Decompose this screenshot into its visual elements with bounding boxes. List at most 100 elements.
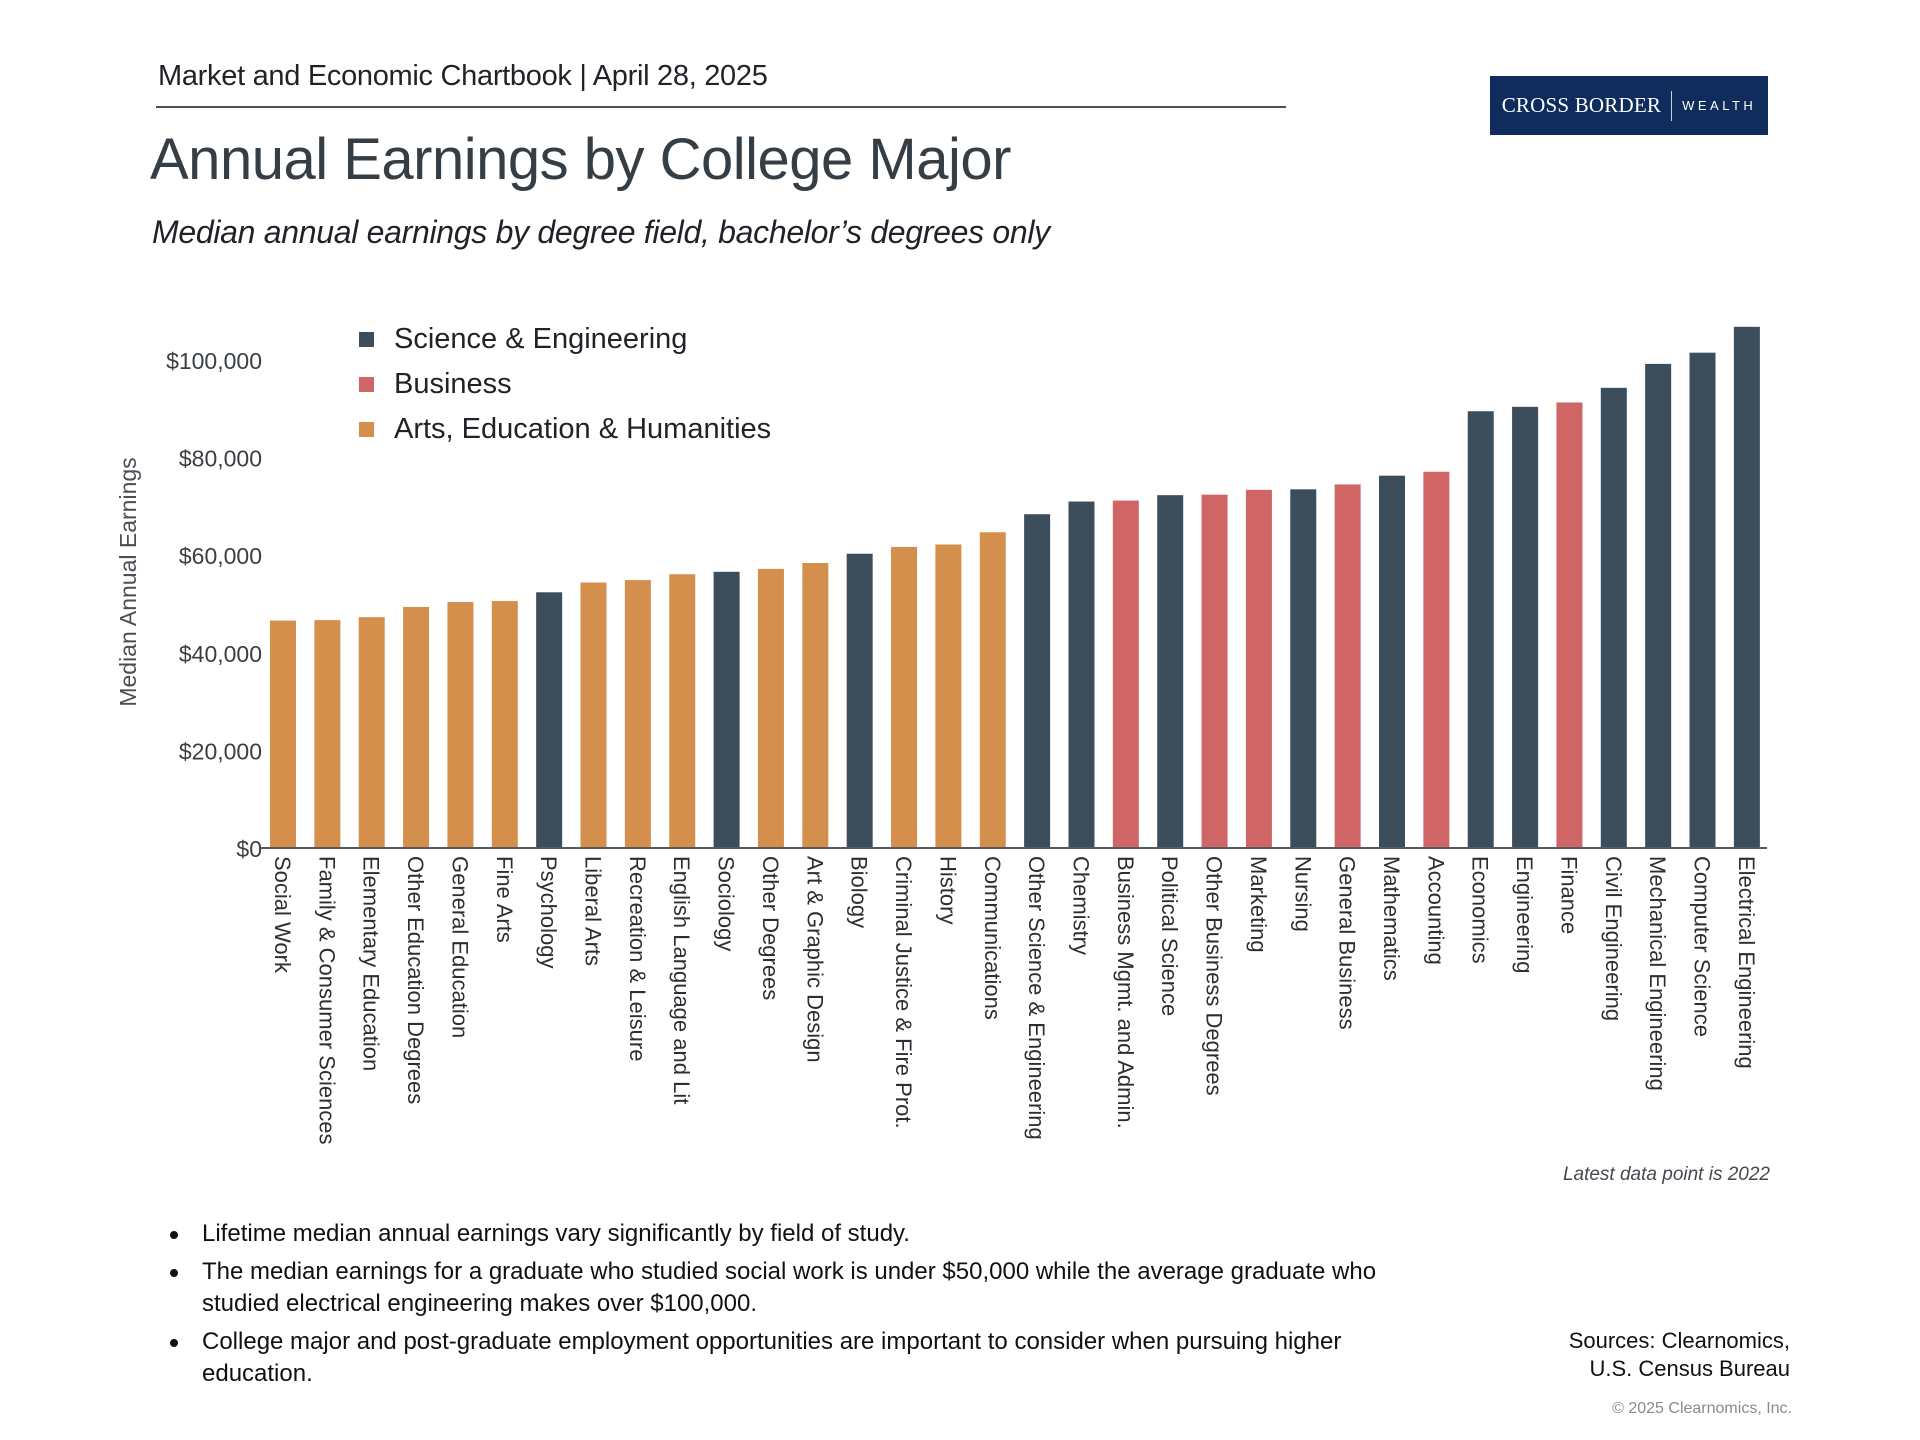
bullet-item: The median earnings for a graduate who s… xyxy=(170,1256,1400,1320)
y-tick-label: $20,000 xyxy=(179,738,262,764)
x-tick-label: Nursing xyxy=(1290,856,1315,932)
x-tick-label: Accounting xyxy=(1423,856,1448,965)
y-tick-label: $40,000 xyxy=(179,641,262,667)
bar-political-science xyxy=(1157,495,1184,847)
source-line: U.S. Census Bureau xyxy=(1589,1356,1790,1381)
data-note: Latest data point is 2022 xyxy=(1562,1164,1770,1185)
bar-family-consumer-sciences xyxy=(314,620,341,847)
x-tick-label: Psychology xyxy=(536,856,561,969)
bar-fine-arts xyxy=(491,601,518,847)
bar-psychology xyxy=(536,592,563,847)
key-points: Lifetime median annual earnings vary sig… xyxy=(170,1218,1400,1396)
x-tick-label: Business Mgmt. and Admin. xyxy=(1113,856,1138,1129)
bar-general-education xyxy=(447,602,474,847)
x-tick-label: Social Work xyxy=(270,856,295,974)
legend: Science & Engineering Business Arts, Educa… xyxy=(359,323,771,445)
x-tick-label: Art & Graphic Design xyxy=(802,856,827,1063)
chart-subtitle: Median annual earnings by degree field, … xyxy=(152,214,1050,250)
x-tick-label: Biology xyxy=(847,856,872,928)
y-tick-label: $100,000 xyxy=(166,348,262,374)
legend-label-arts: Arts, Education & Humanities xyxy=(394,413,771,445)
x-tick-label: Family & Consumer Sciences xyxy=(314,856,339,1145)
bar-electrical-engineering xyxy=(1733,326,1760,847)
bar-other-education-degrees xyxy=(403,606,430,847)
y-axis: $0 $20,000 $40,000 $60,000 $80,000 $100,000 Me… xyxy=(115,348,1767,862)
bar-social-work xyxy=(270,620,296,847)
x-tick-label: Other Education Degrees xyxy=(403,856,428,1104)
bar-other-science-engineering xyxy=(1024,514,1051,847)
bar-communications xyxy=(979,532,1006,847)
company-logo: CROSS BORDER WEALTH xyxy=(1490,76,1768,135)
x-tick-label: Mechanical Engineering xyxy=(1645,856,1670,1091)
x-axis-labels: Social Work Family & Consumer Sciences Ele… xyxy=(270,856,1759,1145)
bar-recreation-leisure xyxy=(624,580,651,847)
bullet-text: Lifetime median annual earnings vary sig… xyxy=(202,1220,910,1247)
legend-swatch-business xyxy=(359,377,374,392)
bullet-dot-icon xyxy=(170,1339,178,1347)
bar-sociology xyxy=(713,571,740,847)
y-axis-title: Median Annual Earnings xyxy=(115,457,141,706)
x-tick-label: Sociology xyxy=(714,856,739,951)
x-tick-label: Engineering xyxy=(1512,856,1537,973)
x-tick-label: Electrical Engineering xyxy=(1734,856,1759,1069)
x-tick-label: Chemistry xyxy=(1068,856,1093,955)
bar-elementary-education xyxy=(358,617,385,847)
bullet-text: College major and post-graduate employme… xyxy=(202,1328,1342,1387)
x-tick-label: Economics xyxy=(1468,856,1493,964)
y-tick-label: $60,000 xyxy=(179,543,262,569)
legend-label-science: Science & Engineering xyxy=(394,323,687,355)
legend-swatch-arts xyxy=(359,422,374,437)
bar-english-language-and-lit xyxy=(669,574,696,847)
bullet-item: College major and post-graduate employme… xyxy=(170,1326,1400,1390)
source-line: Sources: Clearnomics, xyxy=(1568,1328,1790,1353)
bar-other-business-degrees xyxy=(1201,494,1228,847)
bullet-item: Lifetime median annual earnings vary sig… xyxy=(170,1218,1400,1250)
bar-general-business xyxy=(1334,484,1361,847)
legend-swatch-science xyxy=(359,332,374,347)
bar-civil-engineering xyxy=(1600,387,1627,847)
bar-marketing xyxy=(1245,489,1272,847)
bar-accounting xyxy=(1423,471,1450,847)
bar-economics xyxy=(1467,411,1494,847)
x-tick-label: Criminal Justice & Fire Prot. xyxy=(891,856,916,1129)
bar-mathematics xyxy=(1379,475,1405,847)
x-tick-label: Other Science & Engineering xyxy=(1024,856,1049,1140)
logo-brand-text: CROSS BORDER xyxy=(1501,93,1662,117)
logo-sub-text: WEALTH xyxy=(1682,98,1757,113)
bar-liberal-arts xyxy=(580,582,607,847)
x-tick-label: Mathematics xyxy=(1379,856,1404,981)
x-tick-label: Communications xyxy=(980,856,1005,1020)
bar-engineering xyxy=(1512,406,1539,847)
bar-nursing xyxy=(1290,489,1317,847)
bar-other-degrees xyxy=(757,568,784,847)
x-tick-label: Fine Arts xyxy=(492,856,517,943)
bar-mechanical-engineering xyxy=(1645,363,1672,847)
x-tick-label: Other Degrees xyxy=(758,856,783,1000)
bar-finance xyxy=(1556,402,1583,847)
x-tick-label: Political Science xyxy=(1157,856,1182,1016)
y-tick-label: $0 xyxy=(236,836,262,862)
bars xyxy=(270,326,1760,847)
x-tick-label: Computer Science xyxy=(1690,856,1715,1037)
x-tick-label: Other Business Degrees xyxy=(1202,856,1227,1096)
sources: Sources: Clearnomics, U.S. Census Bureau xyxy=(1569,1327,1790,1383)
header-divider xyxy=(156,106,1286,108)
x-tick-label: Elementary Education xyxy=(359,856,384,1071)
x-tick-label: Civil Engineering xyxy=(1601,856,1626,1021)
bar-history xyxy=(935,544,962,847)
bar-art-graphic-design xyxy=(802,563,829,847)
bar-chemistry xyxy=(1068,501,1095,847)
legend-label-business: Business xyxy=(394,368,512,400)
x-tick-label: Recreation & Leisure xyxy=(625,856,650,1061)
bar-business-mgmt-and-admin- xyxy=(1112,500,1139,847)
bar-computer-science xyxy=(1689,352,1716,847)
x-tick-label: Marketing xyxy=(1246,856,1271,953)
x-tick-label: General Education xyxy=(447,856,472,1038)
chart-title: Annual Earnings by College Major xyxy=(150,127,1011,192)
publication-header: Market and Economic Chartbook | April 28… xyxy=(158,60,768,92)
bullet-text: The median earnings for a graduate who s… xyxy=(202,1258,1377,1317)
logo-separator xyxy=(1671,90,1673,121)
x-tick-label: Liberal Arts xyxy=(581,856,606,966)
bullet-dot-icon xyxy=(170,1269,178,1277)
